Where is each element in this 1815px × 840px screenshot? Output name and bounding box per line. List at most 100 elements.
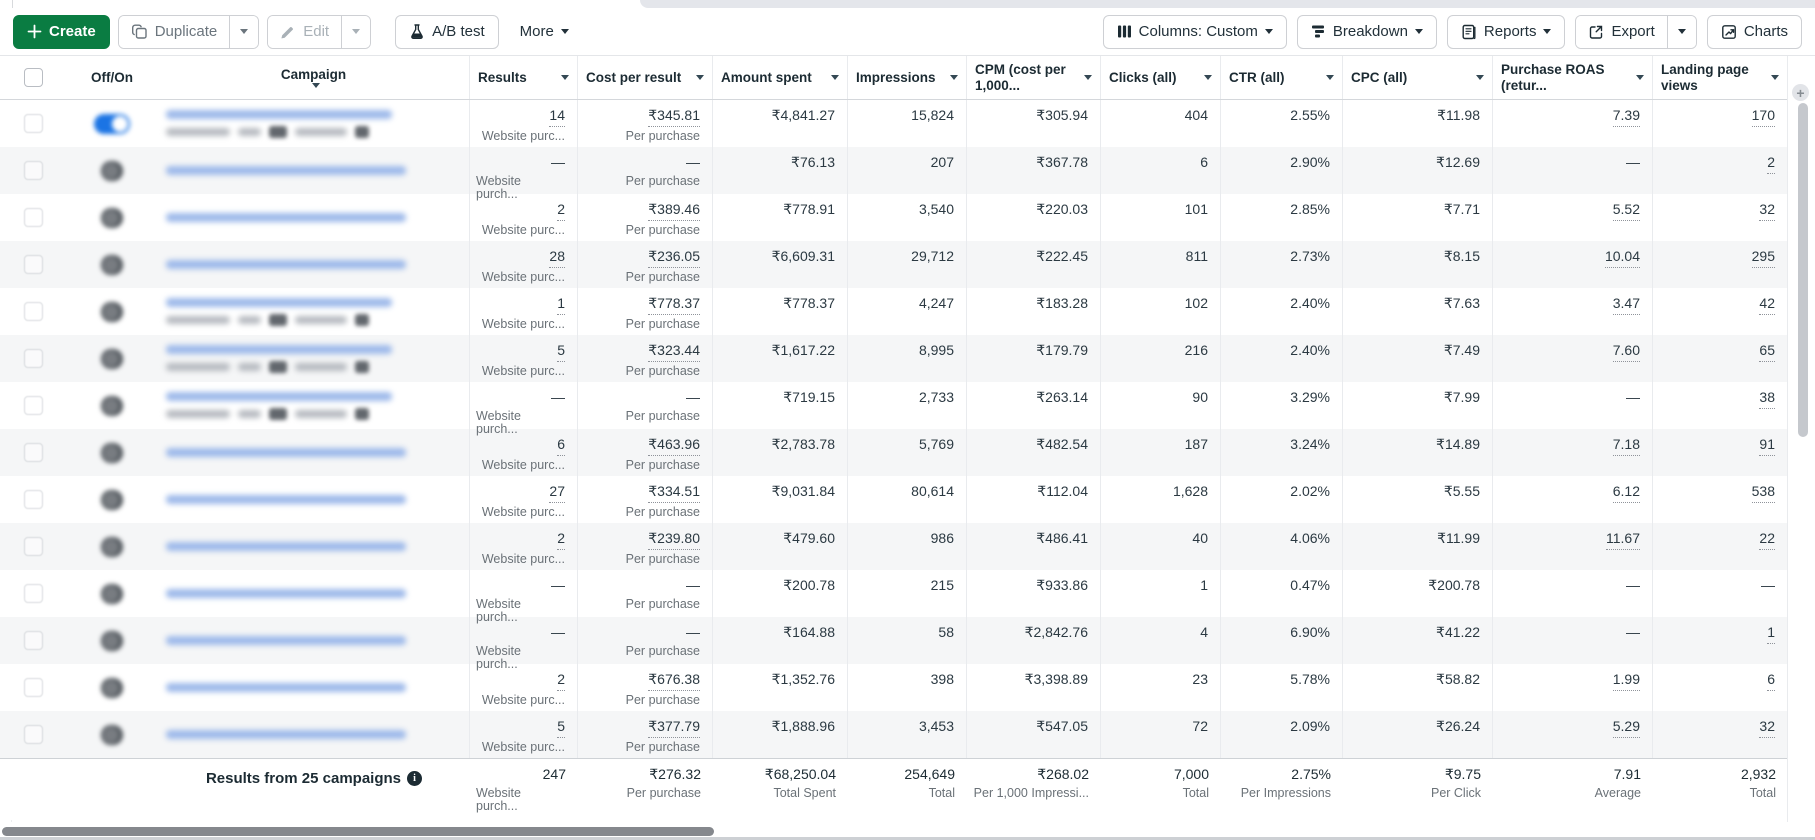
campaign-name-redacted[interactable] xyxy=(158,100,470,147)
duplicate-dropdown[interactable] xyxy=(229,15,259,48)
metric-value-link[interactable]: 2 xyxy=(557,201,565,221)
header-cpc[interactable]: CPC (all) xyxy=(1343,56,1493,99)
campaign-name-redacted[interactable] xyxy=(158,194,470,241)
edit-dropdown[interactable] xyxy=(341,15,371,48)
campaign-toggle[interactable] xyxy=(66,241,158,288)
metric-value-link[interactable]: 38 xyxy=(1759,389,1775,409)
campaign-name-redacted[interactable] xyxy=(158,288,470,335)
row-checkbox[interactable] xyxy=(0,476,66,523)
row-checkbox[interactable] xyxy=(0,570,66,617)
header-impressions[interactable]: Impressions xyxy=(848,56,967,99)
metric-value-link[interactable]: 10.04 xyxy=(1604,248,1640,268)
ab-test-button[interactable]: A/B test xyxy=(395,14,499,49)
metric-value-link[interactable]: 7.60 xyxy=(1612,342,1640,362)
header-landing-page-views[interactable]: Landing page views xyxy=(1653,56,1788,99)
metric-value-link[interactable]: 6.12 xyxy=(1612,483,1640,503)
header-ctr[interactable]: CTR (all) xyxy=(1221,56,1343,99)
campaign-toggle[interactable] xyxy=(66,288,158,335)
row-checkbox[interactable] xyxy=(0,241,66,288)
add-column-button[interactable]: + xyxy=(1792,84,1809,101)
row-checkbox[interactable] xyxy=(0,335,66,382)
metric-value-link[interactable]: ₹345.81 xyxy=(648,107,700,127)
info-icon[interactable]: i xyxy=(407,771,423,786)
metric-value-link[interactable]: 538 xyxy=(1751,483,1775,503)
campaign-toggle[interactable] xyxy=(66,429,158,476)
metric-value-link[interactable]: 170 xyxy=(1751,107,1775,127)
campaign-name-redacted[interactable] xyxy=(158,382,470,429)
campaign-name-redacted[interactable] xyxy=(158,570,470,617)
create-button[interactable]: Create xyxy=(13,14,110,49)
campaign-toggle[interactable] xyxy=(66,382,158,429)
metric-value-link[interactable]: 5.29 xyxy=(1612,718,1640,738)
campaign-toggle[interactable] xyxy=(66,476,158,523)
row-checkbox[interactable] xyxy=(0,664,66,711)
campaign-name-redacted[interactable] xyxy=(158,523,470,570)
row-checkbox[interactable] xyxy=(0,147,66,194)
metric-value-link[interactable]: 11.67 xyxy=(1606,530,1640,550)
reports-button[interactable]: Reports xyxy=(1446,14,1566,49)
metric-value-link[interactable]: 27 xyxy=(549,483,565,503)
metric-value-link[interactable]: 7.18 xyxy=(1612,436,1640,456)
campaign-toggle[interactable] xyxy=(66,194,158,241)
metric-value-link[interactable]: 22 xyxy=(1759,530,1775,550)
metric-value-link[interactable]: 5.52 xyxy=(1612,201,1640,221)
row-checkbox[interactable] xyxy=(0,617,66,664)
charts-button[interactable]: Charts xyxy=(1706,14,1802,49)
campaign-toggle[interactable] xyxy=(66,570,158,617)
row-checkbox[interactable] xyxy=(0,711,66,758)
campaign-name-redacted[interactable] xyxy=(158,711,470,758)
metric-value-link[interactable]: 1 xyxy=(557,295,565,315)
row-checkbox[interactable] xyxy=(0,523,66,570)
metric-value-link[interactable]: ₹676.38 xyxy=(648,671,700,691)
metric-value-link[interactable]: 7.39 xyxy=(1612,107,1640,127)
campaign-toggle[interactable] xyxy=(66,617,158,664)
campaign-name-redacted[interactable] xyxy=(158,147,470,194)
row-checkbox[interactable] xyxy=(0,288,66,335)
duplicate-button[interactable]: Duplicate xyxy=(118,15,230,48)
campaign-name-redacted[interactable] xyxy=(158,429,470,476)
edit-button[interactable]: Edit xyxy=(268,15,342,48)
campaign-toggle[interactable] xyxy=(66,711,158,758)
horizontal-scrollbar-thumb[interactable] xyxy=(2,827,714,836)
header-purchase-roas[interactable]: Purchase ROAS (retur... xyxy=(1493,56,1653,99)
breakdown-button[interactable]: Breakdown xyxy=(1296,14,1437,49)
more-button[interactable]: More xyxy=(507,15,582,49)
campaign-name-redacted[interactable] xyxy=(158,617,470,664)
row-checkbox[interactable] xyxy=(0,429,66,476)
row-checkbox[interactable] xyxy=(0,194,66,241)
metric-value-link[interactable]: ₹778.37 xyxy=(648,295,700,315)
header-cost-per-result[interactable]: Cost per result xyxy=(578,56,713,99)
metric-value-link[interactable]: 2 xyxy=(1767,154,1775,174)
metric-value-link[interactable]: ₹334.51 xyxy=(648,483,700,503)
campaign-name-redacted[interactable] xyxy=(158,335,470,382)
metric-value-link[interactable]: 1.99 xyxy=(1612,671,1640,691)
campaign-name-redacted[interactable] xyxy=(158,476,470,523)
select-all-checkbox[interactable] xyxy=(0,56,66,99)
metric-value-link[interactable]: 14 xyxy=(549,107,565,127)
header-amount-spent[interactable]: Amount spent xyxy=(713,56,848,99)
row-checkbox[interactable] xyxy=(0,100,66,147)
metric-value-link[interactable]: 42 xyxy=(1759,295,1775,315)
header-results[interactable]: Results xyxy=(470,56,578,99)
metric-value-link[interactable]: ₹236.05 xyxy=(648,248,700,268)
vertical-scrollbar-thumb[interactable] xyxy=(1798,103,1808,437)
metric-value-link[interactable]: 91 xyxy=(1759,436,1775,456)
metric-value-link[interactable]: 32 xyxy=(1759,718,1775,738)
campaign-toggle[interactable] xyxy=(66,147,158,194)
metric-value-link[interactable]: ₹389.46 xyxy=(648,201,700,221)
metric-value-link[interactable]: ₹377.79 xyxy=(648,718,700,738)
campaign-name-redacted[interactable] xyxy=(158,664,470,711)
campaign-toggle[interactable] xyxy=(66,523,158,570)
export-dropdown[interactable] xyxy=(1666,15,1696,48)
campaign-toggle[interactable] xyxy=(66,664,158,711)
metric-value-link[interactable]: 5 xyxy=(557,342,565,362)
metric-value-link[interactable]: 6 xyxy=(1767,671,1775,691)
metric-value-link[interactable]: ₹239.80 xyxy=(648,530,700,550)
header-campaign[interactable]: Campaign xyxy=(158,56,470,99)
campaign-name-redacted[interactable] xyxy=(158,241,470,288)
metric-value-link[interactable]: 32 xyxy=(1759,201,1775,221)
metric-value-link[interactable]: 65 xyxy=(1759,342,1775,362)
metric-value-link[interactable]: 295 xyxy=(1751,248,1775,268)
export-button[interactable]: Export xyxy=(1576,15,1667,48)
columns-button[interactable]: Columns: Custom xyxy=(1102,14,1287,49)
